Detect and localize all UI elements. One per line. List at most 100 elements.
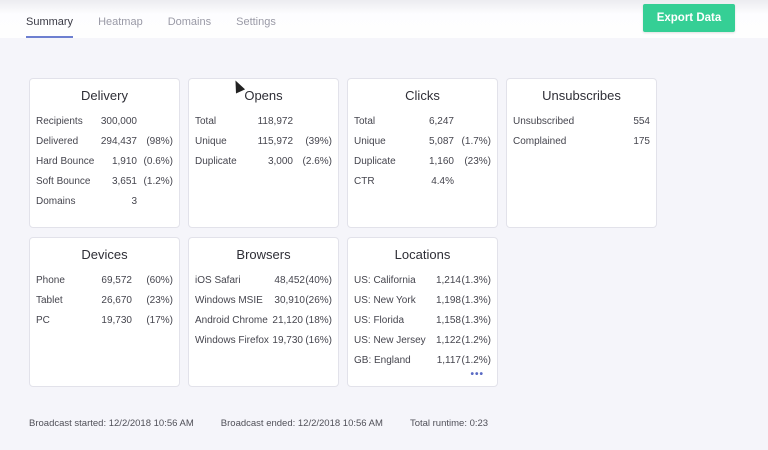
delivery-card: Delivery Recipients 300,000 Delivered 294,… [29,78,180,228]
stat-label: Soft Bounce [36,176,91,187]
stat-percent: (0.6%) [143,156,173,167]
stat-percent: (17%) [146,315,173,326]
stat-label: CTR [354,176,375,187]
stat-label: Unique [354,136,386,147]
stat-label: Delivered [36,136,79,147]
stat-label: Recipients [36,116,83,127]
stat-label: Windows MSIE [195,295,263,306]
stat-row: Recipients 300,000 [36,116,173,130]
stat-row: Tablet 26,670 (23%) [36,295,173,309]
stat-row: PC 19,730 (17%) [36,315,173,329]
unsubscribes-card: Unsubscribes Unsubscribed 554 Complained 1… [506,78,657,228]
stat-value: 26,670 [101,295,132,306]
stat-value: 300,000 [100,116,137,127]
tab-domains[interactable]: Domains [167,16,212,28]
stat-row: iOS Safari 48,452 (40%) [195,275,332,289]
stat-label: US: New Jersey [354,335,426,346]
stat-label: Duplicate [195,156,237,167]
card-title: Unsubscribes [542,88,621,103]
stat-value: 3,651 [111,176,137,187]
locations-card: Locations US: California 1,214 (1.3%) US: … [347,237,498,387]
stat-row: GB: England 1,117 (1.2%) [354,355,491,369]
stat-label: Total [354,116,376,127]
stat-label: Total [195,116,217,127]
stat-row: Delivered 294,437 (98%) [36,136,173,150]
stat-value: 1,117 [436,355,461,366]
stat-label: US: California [354,275,416,286]
stat-percent: (16%) [305,335,332,346]
stat-row: Phone 69,572 (60%) [36,275,173,289]
stat-label: Unique [195,136,227,147]
stat-label: Hard Bounce [36,156,95,167]
stat-value: 115,972 [257,136,293,147]
stat-label: US: Florida [354,315,405,326]
stat-row: Unique 115,972 (39%) [195,136,332,150]
stat-percent: (23%) [464,156,491,167]
stat-row: US: California 1,214 (1.3%) [354,275,491,289]
stat-value: 5,087 [428,136,454,147]
stat-label: Domains [36,196,76,207]
stat-row: Unique 5,087 (1.7%) [354,136,491,150]
stat-percent: (26%) [305,295,332,306]
stat-label: Unsubscribed [513,116,575,127]
stat-value: 19,730 [272,335,303,346]
stat-row: Soft Bounce 3,651 (1.2%) [36,176,173,190]
card-title: Devices [81,247,128,262]
card-title: Browsers [236,247,291,262]
stat-row: Domains 3 [36,196,173,210]
stat-percent: (1.3%) [461,315,491,326]
card-title: Opens [244,88,283,103]
stat-value: 175 [633,136,650,147]
stat-percent: (39%) [305,136,332,147]
stat-row: Duplicate 1,160 (23%) [354,156,491,170]
stat-value: 1,910 [111,156,137,167]
stat-value: 19,730 [101,315,132,326]
stat-percent: (1.3%) [461,295,491,306]
stat-value: 30,910 [274,295,305,306]
stat-row: Android Chrome 21,120 (18%) [195,315,332,329]
export-data-button[interactable]: Export Data [643,4,735,32]
stat-row: Total 118,972 [195,116,332,130]
stat-value: 554 [633,116,650,127]
opens-card: Opens Total 118,972 Unique 115,972 (39%) Du… [188,78,339,228]
stat-value: 294,437 [100,136,137,147]
stat-value: 3,000 [267,156,293,167]
stat-label: Complained [513,136,567,147]
stat-value: 48,452 [274,275,305,286]
stat-value: 1,158 [435,315,461,326]
card-title: Delivery [81,88,128,103]
stat-label: PC [36,315,50,326]
stat-value: 21,120 [272,315,303,326]
tab-heatmap[interactable]: Heatmap [98,16,143,28]
stat-value: 1,122 [435,335,461,346]
stat-row: Duplicate 3,000 (2.6%) [195,156,332,170]
stat-label: US: New York [354,295,416,306]
stat-label: Tablet [36,295,63,306]
stat-percent: (1.3%) [461,275,491,286]
stat-percent: (1.2%) [143,176,173,187]
browsers-card: Browsers iOS Safari 48,452 (40%) Windows M… [188,237,339,387]
stat-value: 6,247 [428,116,454,127]
tab-summary[interactable]: Summary [26,0,74,38]
stat-label: GB: England [354,355,411,366]
top-bar: Summary Heatmap Domains Settings Export … [0,0,768,38]
stat-value: 118,972 [257,116,293,127]
stat-label: Windows Firefox [195,335,269,346]
stat-percent: (98%) [146,136,173,147]
stat-row: US: New Jersey 1,122 (1.2%) [354,335,491,349]
clicks-card: Clicks Total 6,247 Unique 5,087 (1.7%) Dupl… [347,78,498,228]
stat-label: Android Chrome [195,315,268,326]
stat-row: US: Florida 1,158 (1.3%) [354,315,491,329]
card-title: Clicks [405,88,440,103]
stat-value: 69,572 [101,275,132,286]
stat-row: Windows Firefox 19,730 (16%) [195,335,332,349]
devices-card: Devices Phone 69,572 (60%) Tablet 26,670 (23… [29,237,180,387]
tab-bar: Summary Heatmap Domains Settings [26,0,301,38]
more-locations-ellipsis-icon[interactable]: ••• [470,369,484,380]
stat-percent: (1.2%) [461,335,491,346]
stat-row: Hard Bounce 1,910 (0.6%) [36,156,173,170]
tab-settings[interactable]: Settings [236,16,276,28]
stat-value: 4.4% [431,176,454,187]
stat-row: Unsubscribed 554 [513,116,650,130]
stat-percent: (40%) [305,275,332,286]
